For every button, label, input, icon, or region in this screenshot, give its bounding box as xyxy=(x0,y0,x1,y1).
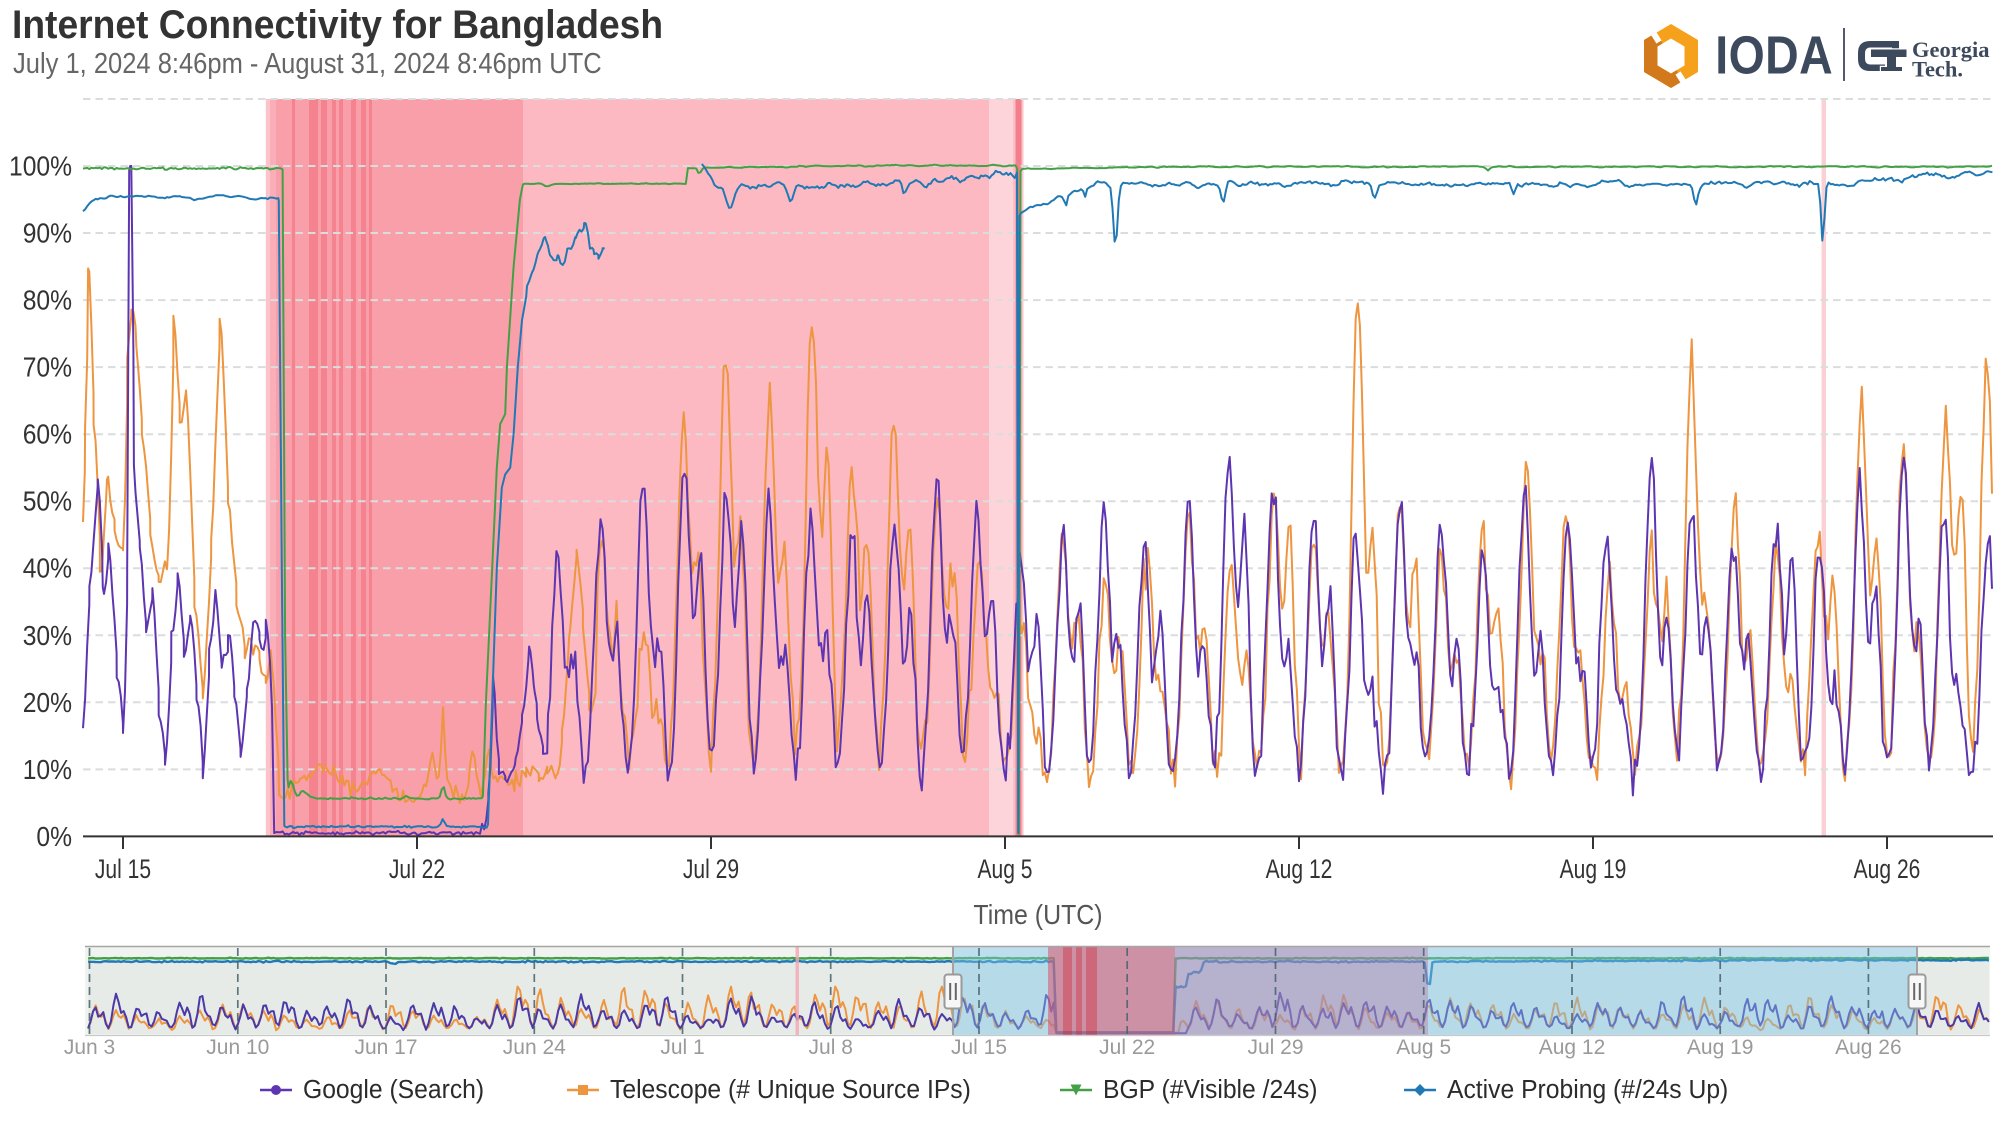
svg-text:10%: 10% xyxy=(23,753,72,785)
svg-text:60%: 60% xyxy=(23,418,72,450)
svg-text:Aug 5: Aug 5 xyxy=(1396,1036,1451,1059)
svg-text:IODA: IODA xyxy=(1715,24,1833,85)
svg-text:Active Probing (#/24s Up): Active Probing (#/24s Up) xyxy=(1447,1075,1728,1104)
svg-text:Aug 12: Aug 12 xyxy=(1266,855,1333,885)
svg-text:Jul 15: Jul 15 xyxy=(951,1036,1007,1059)
svg-text:Jul 8: Jul 8 xyxy=(809,1036,853,1059)
svg-text:Jul 1: Jul 1 xyxy=(660,1036,704,1059)
svg-text:40%: 40% xyxy=(23,552,72,584)
svg-text:70%: 70% xyxy=(23,351,72,383)
svg-text:Jun 17: Jun 17 xyxy=(354,1036,417,1059)
svg-text:Aug 19: Aug 19 xyxy=(1687,1036,1754,1059)
svg-text:Aug 12: Aug 12 xyxy=(1539,1036,1606,1059)
svg-text:Jul 29: Jul 29 xyxy=(1247,1036,1303,1059)
svg-text:100%: 100% xyxy=(9,150,72,182)
svg-text:Aug 26: Aug 26 xyxy=(1854,855,1921,885)
svg-text:Georgia: Georgia xyxy=(1912,37,1989,62)
svg-text:Jun 3: Jun 3 xyxy=(64,1036,115,1059)
svg-text:80%: 80% xyxy=(23,284,72,316)
svg-text:30%: 30% xyxy=(23,619,72,651)
svg-text:Jul 15: Jul 15 xyxy=(95,855,151,885)
svg-text:90%: 90% xyxy=(23,217,72,249)
svg-text:BGP (#Visible /24s): BGP (#Visible /24s) xyxy=(1103,1075,1318,1104)
svg-text:50%: 50% xyxy=(23,485,72,517)
svg-text:Google (Search): Google (Search) xyxy=(303,1075,484,1104)
svg-text:Jun 24: Jun 24 xyxy=(503,1036,566,1059)
svg-text:Tech.: Tech. xyxy=(1912,57,1963,82)
svg-text:Jun 10: Jun 10 xyxy=(206,1036,269,1059)
svg-text:Aug 26: Aug 26 xyxy=(1835,1036,1902,1059)
svg-text:0%: 0% xyxy=(36,820,72,852)
svg-text:20%: 20% xyxy=(23,686,72,718)
svg-text:Aug 5: Aug 5 xyxy=(977,855,1032,885)
svg-text:Time (UTC): Time (UTC) xyxy=(973,899,1102,931)
svg-text:Telescope (# Unique Source IPs: Telescope (# Unique Source IPs) xyxy=(610,1075,971,1104)
svg-text:Jul 22: Jul 22 xyxy=(1099,1036,1155,1059)
svg-text:Aug 19: Aug 19 xyxy=(1560,855,1627,885)
svg-text:Jul 22: Jul 22 xyxy=(389,855,445,885)
svg-text:Jul 29: Jul 29 xyxy=(683,855,739,885)
